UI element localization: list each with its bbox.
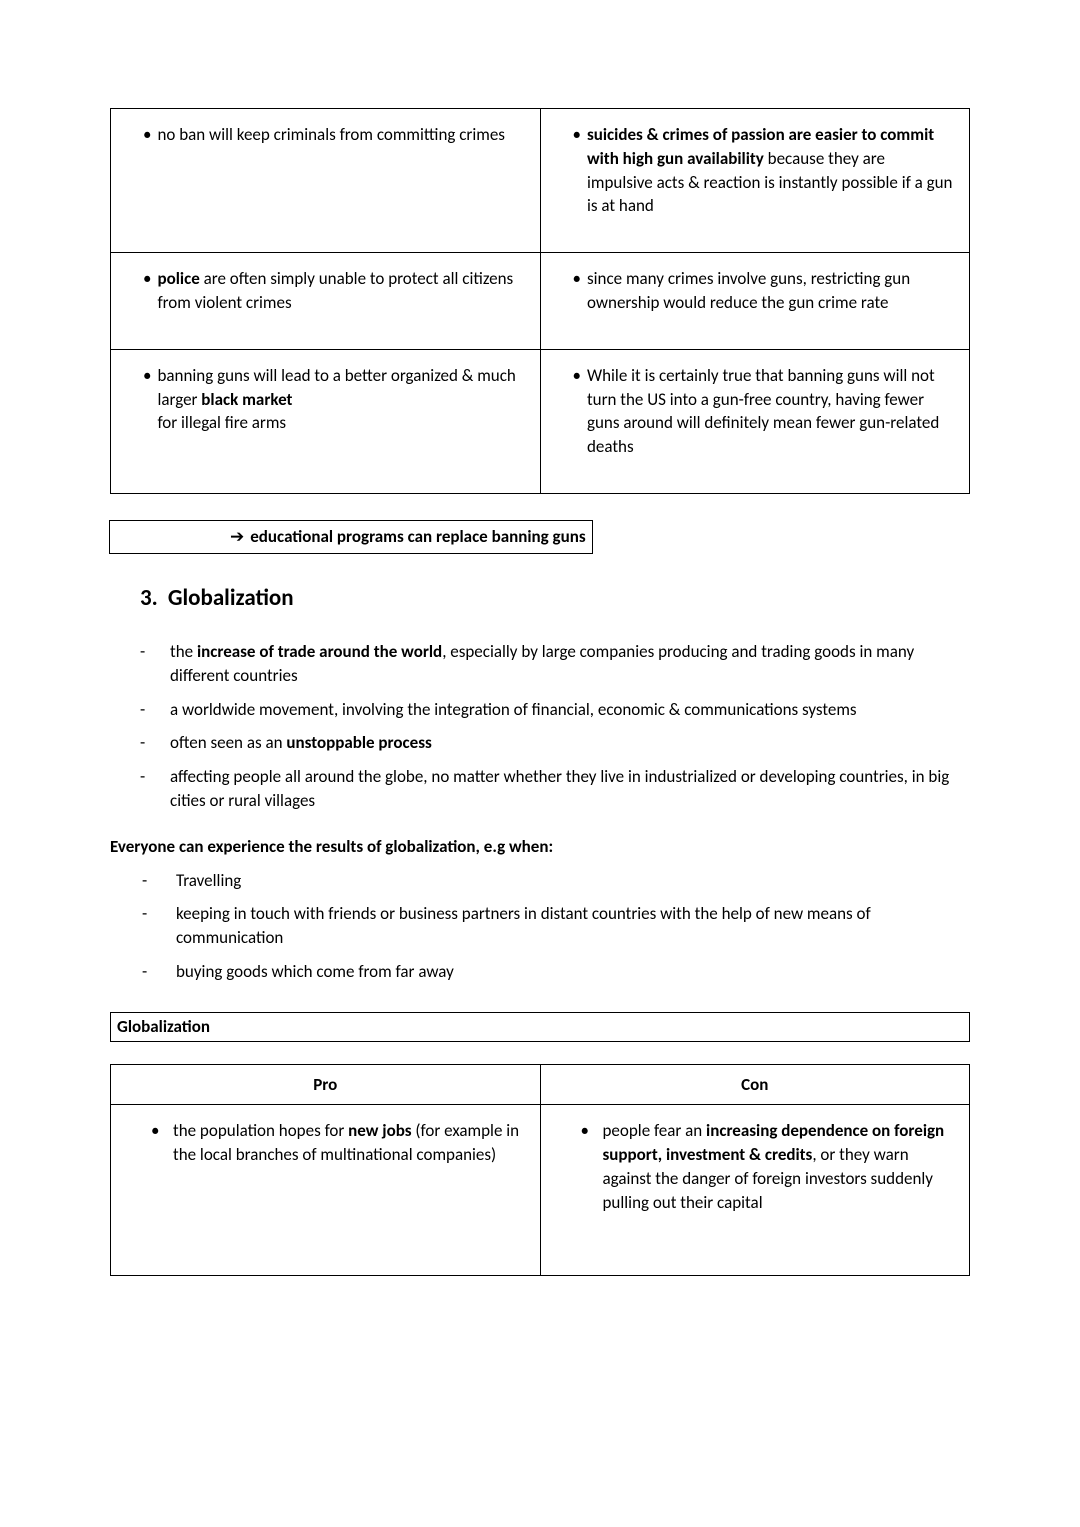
column-header-con: Con (540, 1064, 970, 1105)
argument-text: While it is certainly true that banning … (587, 364, 953, 459)
table-row: the population hopes for new jobs (for e… (111, 1105, 970, 1275)
document-page: • no ban will keep criminals from commit… (0, 0, 1080, 1376)
bullet-icon: • (573, 267, 587, 315)
procon-table: Pro Con the population hopes for new job… (110, 1064, 970, 1276)
list-item: the increase of trade around the world, … (140, 640, 970, 688)
bullet-icon: • (143, 267, 157, 315)
pro-text: the population hopes for new jobs (for e… (173, 1120, 519, 1165)
table-row: • no ban will keep criminals from commit… (111, 109, 970, 253)
table-cell-right: • While it is certainly true that bannin… (540, 349, 970, 493)
list-item: the population hopes for new jobs (for e… (147, 1119, 522, 1167)
bullet-icon: • (573, 123, 587, 218)
argument-text: suicides & crimes of passion are easier … (587, 123, 953, 218)
list-item: affecting people all around the globe, n… (140, 765, 970, 813)
table-label-box: Globalization (110, 1012, 970, 1042)
argument-text: banning guns will lead to a better organ… (157, 364, 523, 435)
list-item: keeping in touch with friends or busines… (142, 902, 970, 950)
arrow-icon: ➔ (230, 526, 250, 547)
bullet-icon: • (143, 364, 157, 435)
list-item-text: the increase of trade around the world, … (170, 641, 914, 686)
argument-text: police are often simply unable to protec… (157, 267, 523, 315)
procon-tbody: the population hopes for new jobs (for e… (111, 1105, 970, 1275)
table-cell-left: • police are often simply unable to prot… (111, 253, 541, 350)
table-cell-left: • banning guns will lead to a better org… (111, 349, 541, 493)
list-item-text: affecting people all around the globe, n… (170, 766, 949, 811)
bullet-icon: • (143, 123, 157, 147)
definition-list: the increase of trade around the world, … (110, 640, 970, 813)
list-item: often seen as an unstoppable process (140, 731, 970, 755)
procon-thead: Pro Con (111, 1064, 970, 1105)
argument-text: no ban will keep criminals from committi… (157, 123, 523, 147)
callout-container: ➔educational programs can replace bannin… (110, 520, 970, 554)
table-cell-right: • suicides & crimes of passion are easie… (540, 109, 970, 253)
argument-text: since many crimes involve guns, restrict… (587, 267, 953, 315)
list-item-text: buying goods which come from far away (176, 961, 454, 982)
bullet-icon: • (573, 364, 587, 459)
table-cell-pro: the population hopes for new jobs (for e… (111, 1105, 541, 1275)
list-item: Travelling (142, 869, 970, 893)
list-item: buying goods which come from far away (142, 960, 970, 984)
callout-text: educational programs can replace banning… (250, 526, 585, 547)
con-text: people fear an increasing dependence on … (603, 1120, 945, 1212)
gun-arguments-tbody: • no ban will keep criminals from commit… (111, 109, 970, 494)
table-cell-right: • since many crimes involve guns, restri… (540, 253, 970, 350)
list-item-text: keeping in touch with friends or busines… (176, 903, 871, 948)
table-row: • banning guns will lead to a better org… (111, 349, 970, 493)
list-item-text: often seen as an unstoppable process (170, 732, 432, 753)
section-heading: 3.Globalization (110, 582, 970, 614)
list-item: a worldwide movement, involving the inte… (140, 698, 970, 722)
subheading: Everyone can experience the results of g… (110, 835, 970, 859)
table-header-row: Pro Con (111, 1064, 970, 1105)
section-title: Globalization (168, 584, 294, 612)
table-cell-con: people fear an increasing dependence on … (540, 1105, 970, 1275)
list-item-text: Travelling (176, 870, 241, 891)
examples-list: Travelling keeping in touch with friends… (110, 869, 970, 984)
gun-arguments-table: • no ban will keep criminals from commit… (110, 108, 970, 494)
list-item: people fear an increasing dependence on … (577, 1119, 952, 1214)
section-number: 3. (140, 584, 168, 612)
table-row: • police are often simply unable to prot… (111, 253, 970, 350)
callout-box: ➔educational programs can replace bannin… (109, 520, 593, 554)
column-header-pro: Pro (111, 1064, 541, 1105)
list-item-text: a worldwide movement, involving the inte… (170, 699, 857, 720)
table-cell-left: • no ban will keep criminals from commit… (111, 109, 541, 253)
